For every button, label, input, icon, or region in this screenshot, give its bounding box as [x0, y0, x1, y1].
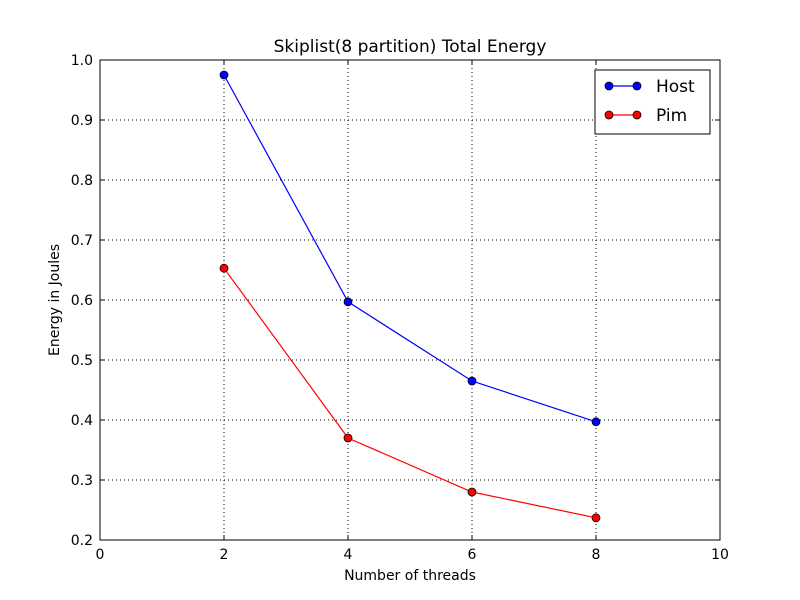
- data-series: [219, 70, 601, 523]
- data-point-pim: [467, 487, 477, 497]
- y-tick-label: 0.8: [71, 173, 93, 189]
- y-tick-label: 0.6: [71, 293, 93, 309]
- y-tick-label: 0.7: [71, 233, 93, 249]
- y-tick-label: 0.3: [71, 473, 93, 489]
- legend-box: [594, 69, 711, 135]
- legend-marker-host: [604, 81, 614, 91]
- x-tick-label: 0: [96, 547, 105, 563]
- axis-ticks: 0 2 4 6 8 10 0.2 0.3 0.4 0.5 0.6 0.7 0.8 0.9 1.0: [71, 53, 729, 563]
- chart-title: Skiplist(8 partition) Total Energy: [274, 37, 547, 57]
- y-tick-label: 0.9: [71, 113, 93, 129]
- legend-marker-pim: [604, 110, 614, 120]
- x-tick-label: 8: [592, 547, 601, 563]
- legend-label-host: Host: [656, 77, 695, 97]
- y-tick-label: 0.5: [71, 353, 93, 369]
- data-point-pim: [591, 513, 601, 523]
- y-tick-label: 1.0: [71, 53, 93, 69]
- series-line-host: [223, 74, 597, 423]
- x-tick-label: 2: [220, 547, 229, 563]
- data-point-pim: [219, 263, 229, 273]
- x-axis-label: Number of threads: [344, 568, 476, 584]
- y-axis-label: Energy in Joules: [47, 244, 63, 356]
- data-point-host: [467, 376, 477, 386]
- legend-marker-pim: [632, 110, 642, 120]
- x-tick-label: 6: [468, 547, 477, 563]
- data-point-host: [219, 70, 229, 80]
- x-tick-label: 4: [344, 547, 353, 563]
- x-tick-label: 10: [711, 547, 729, 563]
- series-line-pim: [223, 267, 597, 519]
- legend-label-pim: Pim: [656, 106, 687, 126]
- legend: Host Pim: [594, 69, 711, 135]
- data-point-pim: [343, 433, 353, 443]
- y-tick-label: 0.2: [71, 533, 93, 549]
- legend-marker-host: [632, 81, 642, 91]
- y-tick-label: 0.4: [71, 413, 93, 429]
- data-point-host: [343, 297, 353, 307]
- data-point-host: [591, 417, 601, 427]
